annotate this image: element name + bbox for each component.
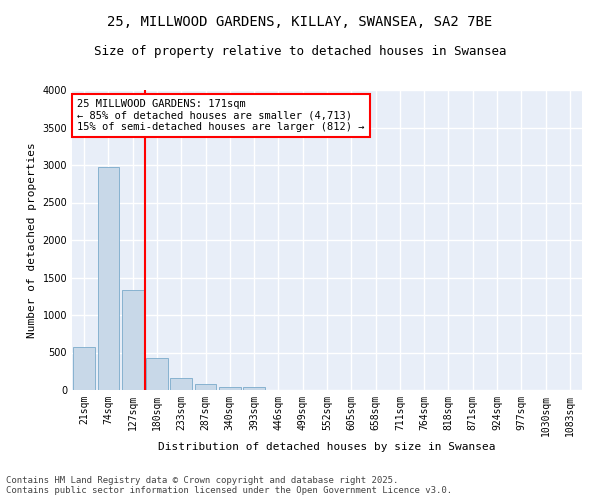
Y-axis label: Number of detached properties: Number of detached properties (27, 142, 37, 338)
X-axis label: Distribution of detached houses by size in Swansea: Distribution of detached houses by size … (158, 442, 496, 452)
Bar (146, 358, 168, 390)
Bar (122, 290, 143, 390)
Bar (243, 388, 265, 390)
Bar (97, 167, 119, 390)
Bar (73, 346, 95, 390)
Text: Size of property relative to detached houses in Swansea: Size of property relative to detached ho… (94, 45, 506, 58)
Bar (170, 378, 192, 390)
Bar (194, 384, 217, 390)
Text: 25 MILLWOOD GARDENS: 171sqm
← 85% of detached houses are smaller (4,713)
15% of : 25 MILLWOOD GARDENS: 171sqm ← 85% of det… (77, 99, 365, 132)
Text: 25, MILLWOOD GARDENS, KILLAY, SWANSEA, SA2 7BE: 25, MILLWOOD GARDENS, KILLAY, SWANSEA, S… (107, 15, 493, 29)
Bar (219, 386, 241, 390)
Text: Contains HM Land Registry data © Crown copyright and database right 2025.
Contai: Contains HM Land Registry data © Crown c… (6, 476, 452, 495)
